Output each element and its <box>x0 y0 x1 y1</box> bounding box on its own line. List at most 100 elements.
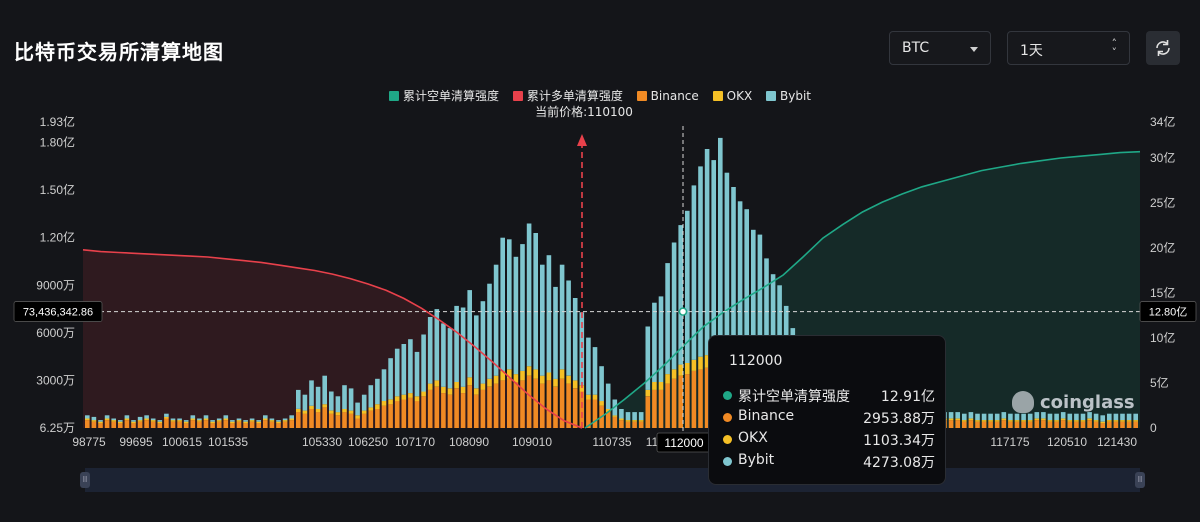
bar-bybit <box>737 201 743 367</box>
bar-okx <box>289 418 294 421</box>
bar-binance <box>1107 421 1112 428</box>
y-tick-label: 1.50亿 <box>40 182 75 197</box>
bar-binance <box>605 412 611 428</box>
zoom-slider-track[interactable] <box>85 468 1140 492</box>
bar-okx <box>513 374 519 382</box>
legend-item-short[interactable]: 累计空单清算强度 <box>388 87 499 104</box>
y2-tick-label: 10亿 <box>1150 330 1175 345</box>
bar-okx <box>355 415 360 419</box>
bar-bybit <box>1113 413 1119 420</box>
legend-item-long[interactable]: 累计多单清算强度 <box>512 87 623 104</box>
y2-tick-label: 25亿 <box>1150 195 1175 210</box>
refresh-button[interactable] <box>1146 31 1180 65</box>
bar-okx <box>322 404 327 408</box>
bar-binance <box>282 421 288 428</box>
bar-okx <box>553 378 558 387</box>
bar-okx <box>190 418 196 421</box>
period-select[interactable]: 1天 ˄ ˅ <box>1007 31 1130 65</box>
bar-binance <box>216 421 222 428</box>
x-tick-label: 99695 <box>119 435 153 449</box>
bar-binance <box>230 423 235 428</box>
bar-okx <box>493 375 499 384</box>
bar-okx <box>441 386 446 394</box>
bar-okx <box>137 420 143 422</box>
bar-binance <box>1034 420 1040 428</box>
bar-binance <box>447 394 453 428</box>
bar-binance <box>137 421 143 428</box>
y2-tick-label: 0 <box>1150 421 1157 435</box>
legend-item-okx[interactable]: OKX <box>712 89 752 103</box>
y-tick-label: 1.20亿 <box>40 230 75 245</box>
bar-bybit <box>645 326 651 390</box>
x-tick-label: 120510 <box>1047 435 1087 449</box>
bar-okx <box>467 377 472 386</box>
zoom-slider-right-handle[interactable]: ll <box>1135 472 1145 488</box>
bar-binance <box>1133 421 1138 428</box>
bar-binance <box>177 421 182 428</box>
bar-okx <box>599 401 604 406</box>
bar-bybit <box>454 305 459 382</box>
bar-bybit <box>632 412 637 420</box>
bar-bybit <box>375 378 380 405</box>
bar-binance <box>118 423 123 428</box>
bar-bybit <box>223 415 229 419</box>
bar-okx <box>91 420 97 422</box>
bar-binance <box>586 399 591 428</box>
bar-okx <box>994 420 1000 422</box>
bar-binance <box>361 413 367 428</box>
period-select-value: 1天 <box>1020 43 1043 59</box>
bar-bybit <box>177 418 182 421</box>
bar-okx <box>1107 420 1112 422</box>
bar-bybit <box>546 255 552 373</box>
bar-binance <box>269 421 275 428</box>
bar-binance <box>665 383 670 428</box>
bar-okx <box>282 420 288 422</box>
bar-bybit <box>988 413 993 420</box>
bar-binance <box>150 421 156 428</box>
bar-okx <box>975 420 980 422</box>
bar-okx <box>296 409 301 413</box>
bar-okx <box>329 410 334 414</box>
legend-item-bybit[interactable]: Bybit <box>766 89 811 103</box>
bar-binance <box>348 413 354 428</box>
bar-okx <box>157 421 163 424</box>
bar-binance <box>520 380 525 428</box>
coinglass-logo-icon <box>1012 391 1034 413</box>
bar-bybit <box>269 418 275 421</box>
tooltip-row: Bybit 4273.08万 <box>723 452 935 472</box>
y-tick-label: 6.25万 <box>40 421 75 435</box>
x-tick-label: 117175 <box>990 435 1029 449</box>
bar-binance <box>335 415 341 428</box>
y2-tick-label: 34亿 <box>1150 114 1175 129</box>
bar-binance <box>638 421 644 428</box>
bar-binance <box>256 423 261 428</box>
bar-bybit <box>777 285 782 378</box>
bar-bybit <box>962 413 967 420</box>
chevron-down-icon <box>970 47 978 52</box>
bar-binance <box>302 413 308 428</box>
bar-okx <box>216 420 222 422</box>
bar-bybit <box>586 337 591 395</box>
bar-okx <box>645 389 651 397</box>
bar-binance <box>507 378 512 428</box>
bar-bybit <box>441 323 446 387</box>
bar-bybit <box>381 369 387 401</box>
bar-okx <box>566 375 571 384</box>
bar-okx <box>540 375 545 384</box>
coin-select[interactable]: BTC <box>889 31 991 65</box>
bar-bybit <box>427 317 433 384</box>
bar-binance <box>111 421 116 428</box>
bar-binance <box>658 389 664 428</box>
bar-binance <box>467 385 472 428</box>
bar-bybit <box>276 420 281 422</box>
bar-binance <box>98 423 103 428</box>
bar-okx <box>460 386 466 394</box>
current-price-arrow <box>577 134 587 146</box>
bar-binance <box>955 420 960 428</box>
bar-okx <box>210 421 215 424</box>
zoom-slider-left-handle[interactable]: ll <box>80 472 90 488</box>
legend-item-binance[interactable]: Binance <box>636 89 699 103</box>
bar-binance <box>85 420 90 428</box>
bar-okx <box>368 407 374 411</box>
